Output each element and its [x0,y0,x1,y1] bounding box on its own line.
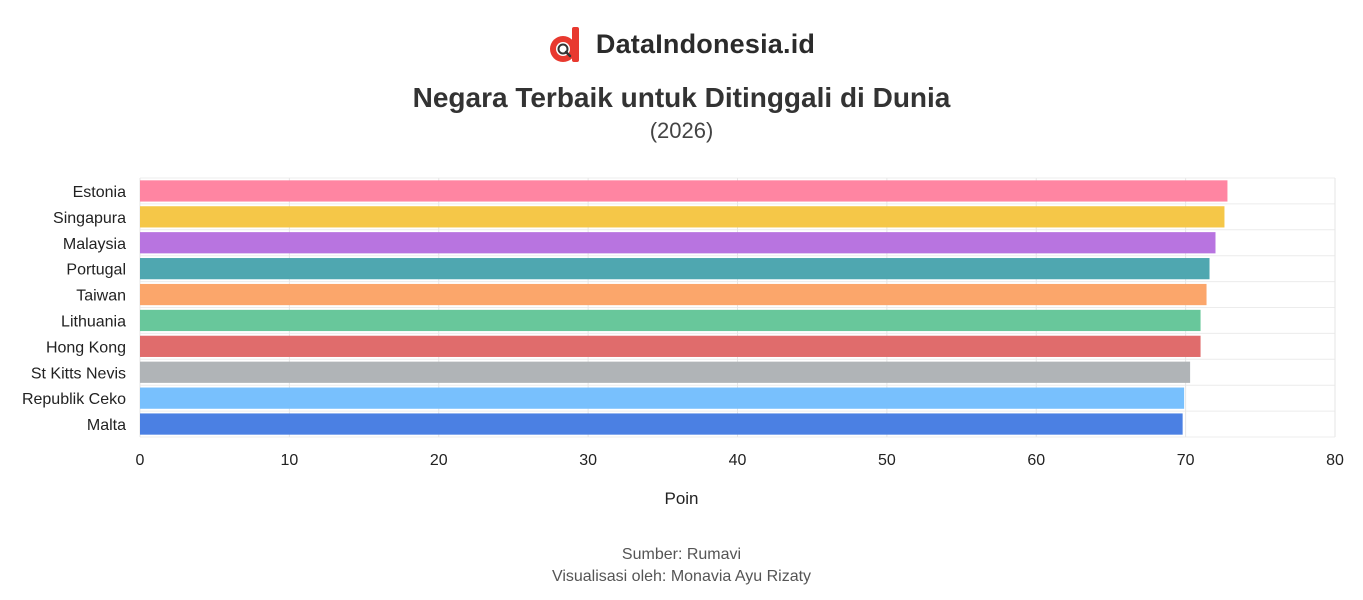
brand-header: DataIndonesia.id [0,24,1363,64]
footer: Sumber: Rumavi Visualisasi oleh: Monavia… [0,544,1363,588]
x-tick-label: 0 [136,452,145,469]
credit-text: Visualisasi oleh: Monavia Ayu Rizaty [551,568,812,585]
bar-malaysia [140,232,1216,254]
x-tick-label: 60 [1027,452,1045,469]
bar-taiwan [140,283,1207,306]
chart-subtitle: (2026) [649,118,714,143]
y-tick-label: Hong Kong [46,339,126,356]
y-tick-label: Singapura [53,210,126,227]
x-tick-label: 50 [878,452,896,469]
x-tick-label: 70 [1177,452,1195,469]
y-tick-label: Estonia [73,184,126,201]
chart-title: Negara Terbaik untuk Ditinggali di Dunia [412,82,951,113]
x-axis-label: Poin [664,489,699,508]
y-tick-label: Lithuania [61,313,126,330]
brand-name: DataIndonesia.id [595,28,816,59]
y-tick-label: Malta [87,417,126,434]
y-tick-label: St Kitts Nevis [31,365,126,382]
x-tick-label: 20 [430,452,448,469]
bar-hong-kong [140,335,1201,357]
source-text: Sumber: Rumavi [621,546,742,563]
y-tick-label: Taiwan [76,288,126,305]
y-tick-label: Portugal [66,262,126,279]
y-tick-label: Malaysia [63,236,126,253]
bar-st-kitts-nevis [140,361,1191,383]
bar-singapura [140,206,1225,228]
bar-estonia [140,180,1228,202]
x-tick-label: 30 [579,452,597,469]
bar-lithuania [140,309,1201,332]
bar-portugal [140,258,1210,280]
x-tick-label: 40 [729,452,747,469]
dataindonesia-logo-icon [549,27,579,62]
bar-republik-ceko [140,387,1185,409]
x-tick-label: 80 [1326,452,1344,469]
y-tick-label: Republik Ceko [22,391,126,408]
bar-malta [140,413,1183,435]
x-tick-label: 10 [280,452,298,469]
